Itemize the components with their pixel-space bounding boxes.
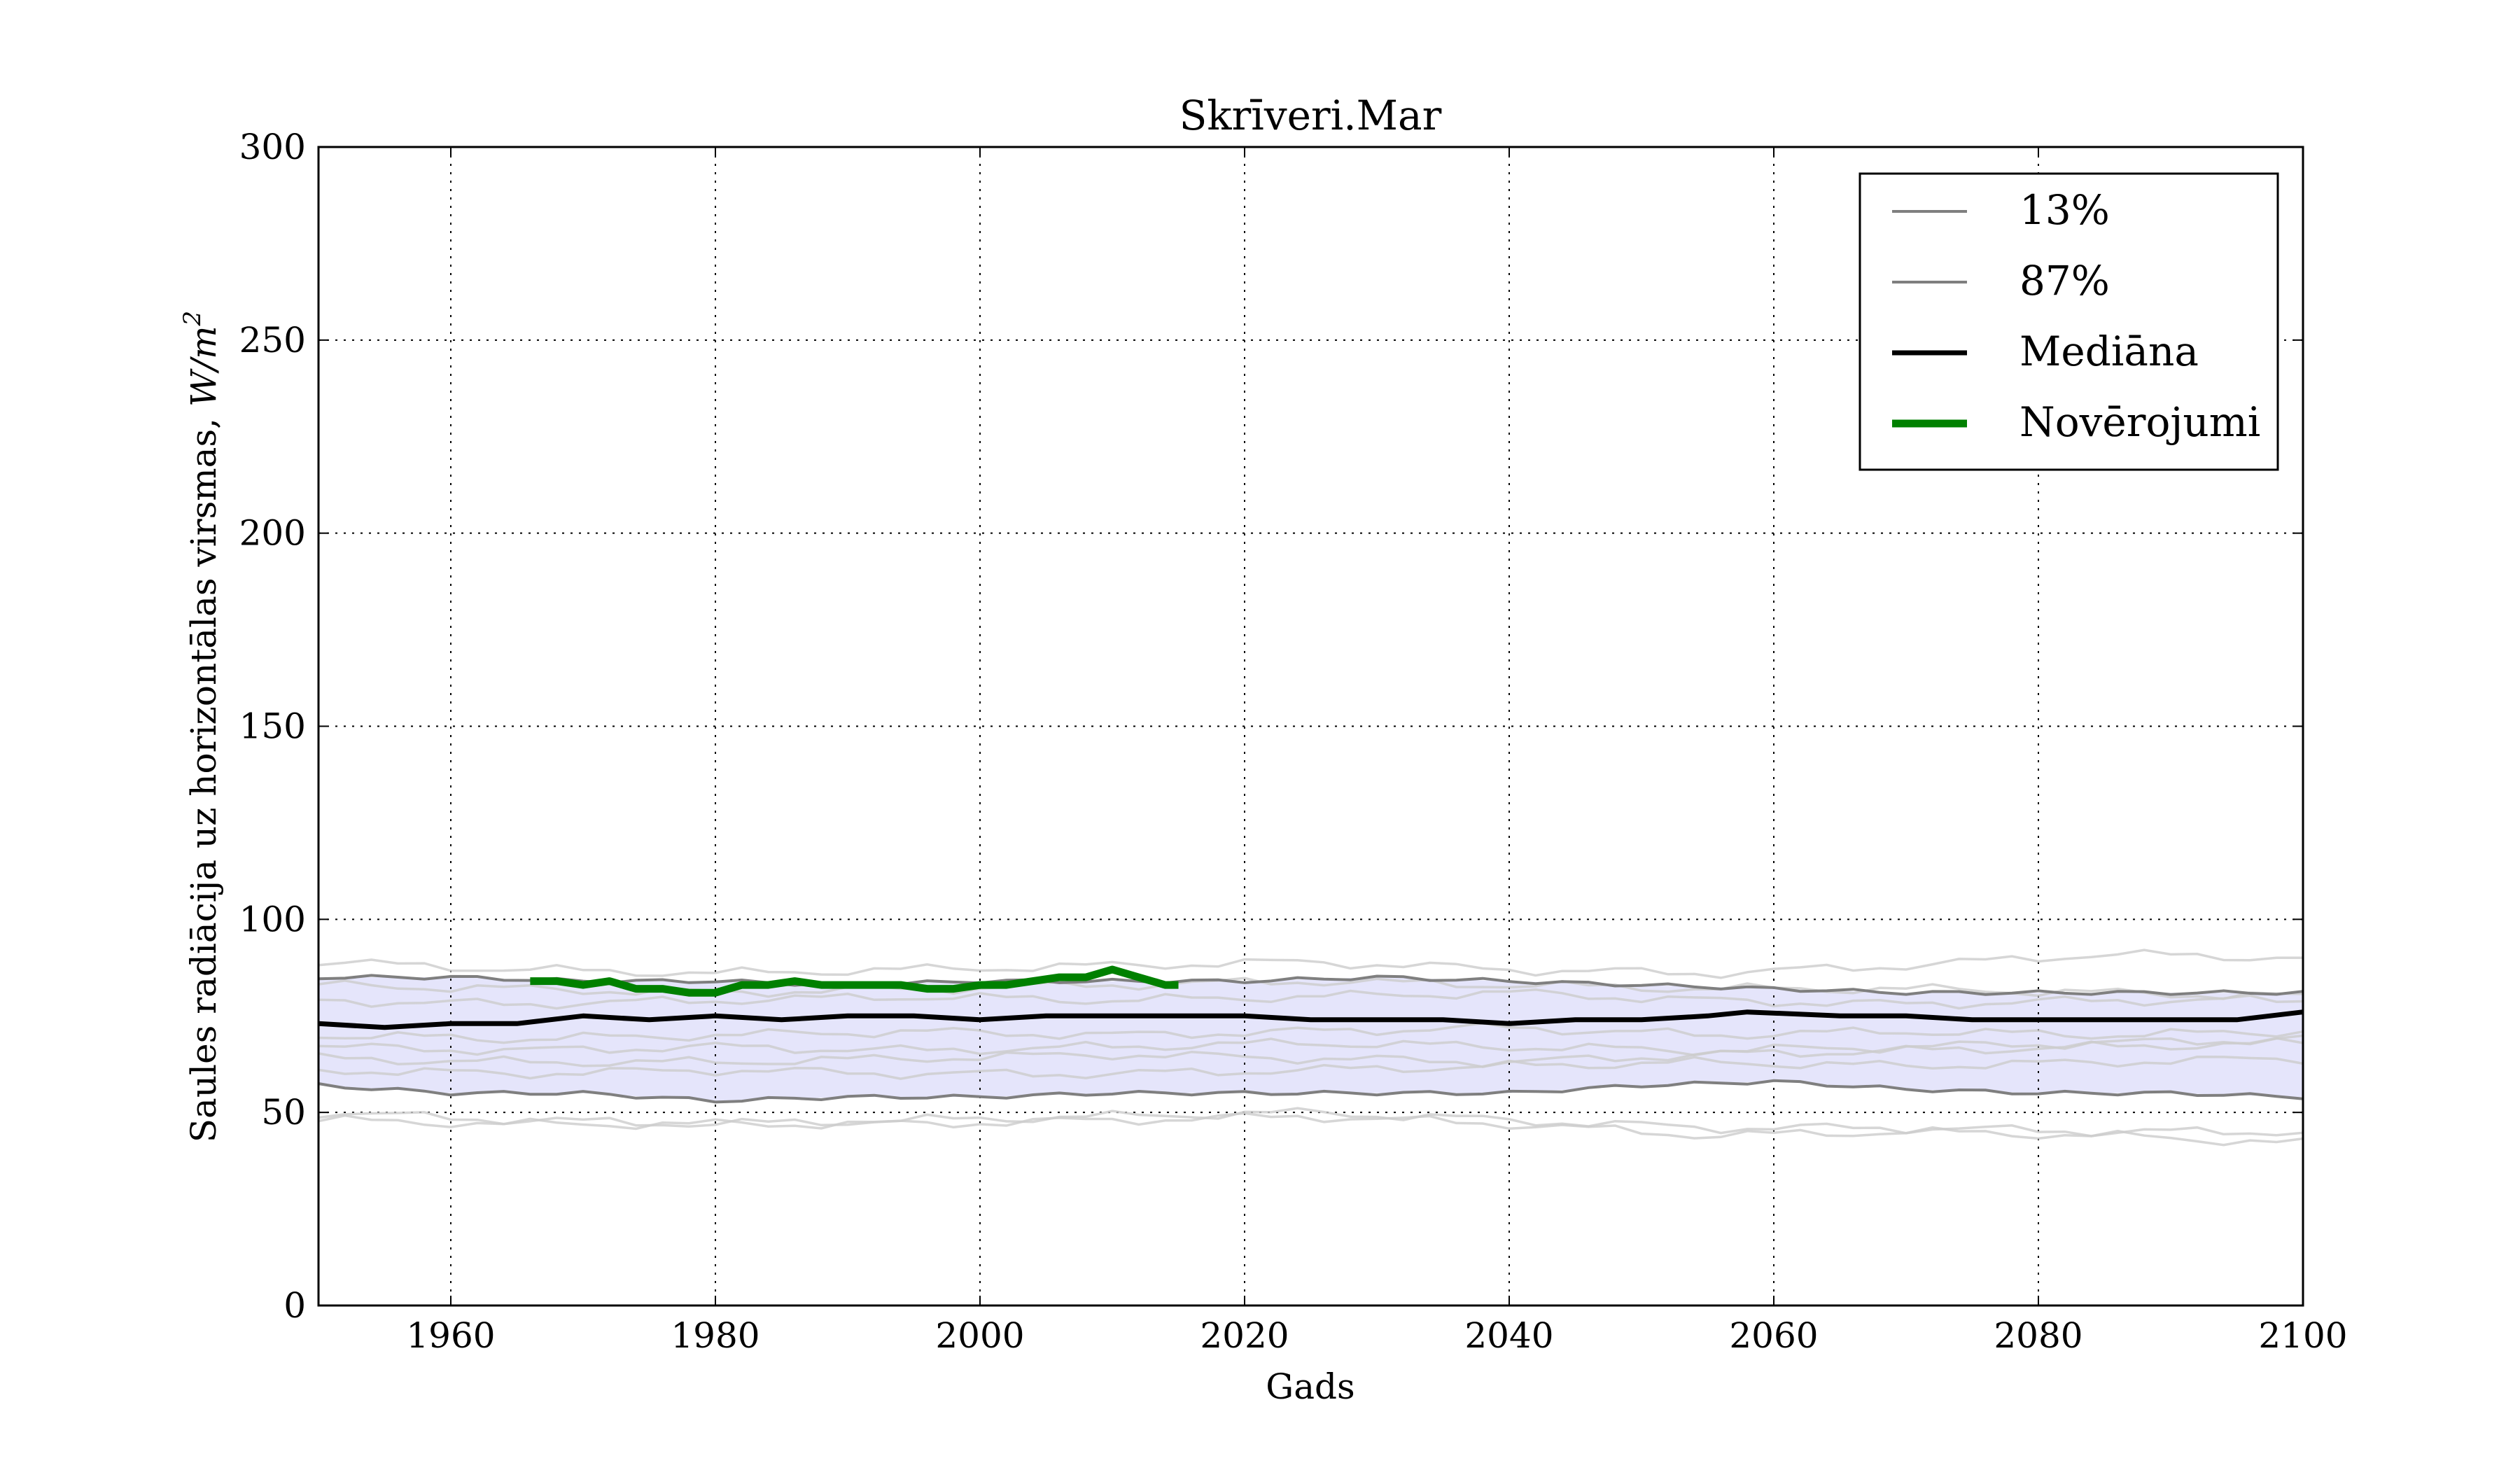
x-tick-label: 1980 (671, 1315, 760, 1356)
x-tick-label: 2020 (1200, 1315, 1289, 1356)
x-tick-label: 2000 (935, 1315, 1024, 1356)
ensemble-member-line (318, 1037, 2304, 1068)
ensemble-member-line (318, 1022, 2304, 1044)
y-tick-label: 300 (239, 127, 306, 167)
series-line-median (318, 1009, 2304, 1030)
series-layer (318, 965, 2304, 1104)
percentile-band-layer (318, 977, 2303, 1101)
legend: 13% 87% Mediāna Novērojumi (1858, 172, 2279, 471)
y-axis-label-superscript: 2 (178, 311, 206, 327)
y-tick-label: 250 (239, 320, 306, 360)
chart-title: Skrīveri.Mar (1180, 92, 1442, 139)
ensemble-member-line (318, 1112, 2304, 1147)
y-tick-label: 50 (261, 1092, 306, 1133)
legend-label-median: Mediāna (2019, 328, 2199, 375)
x-tick-label: 2080 (1994, 1315, 2082, 1356)
y-axis-label-text: Saules radiācija uz horizontālas virsmas… (183, 407, 224, 1142)
ensemble-member-line (318, 948, 2303, 979)
tick-layer: 1960 1980 2000 2020 2040 2060 2080 2100 0 50 100 15… (239, 127, 2348, 1356)
ensemble-member-line (318, 988, 2304, 1010)
ensemble-member-line (318, 1034, 2304, 1057)
series-line-observations (530, 965, 1179, 997)
ensemble-member-line (318, 1056, 2304, 1080)
percentile-band (318, 977, 2303, 1101)
legend-label-observations: Novērojumi (2019, 398, 2260, 446)
x-tick-label: 2060 (1729, 1315, 1818, 1356)
legend-label-87: 87% (2019, 257, 2110, 304)
y-axis-label: Saules radiācija uz horizontālas virsmas… (178, 311, 224, 1142)
legend-label-13: 13% (2019, 186, 2110, 234)
y-axis-label-unit: W/m (183, 326, 224, 407)
y-tick-label: 150 (239, 706, 306, 747)
series-line-13 (318, 1079, 2304, 1104)
y-tick-label: 100 (239, 899, 306, 939)
x-axis-label: Gads (1266, 1366, 1354, 1407)
y-tick-label: 0 (284, 1285, 306, 1326)
x-tick-label: 1960 (406, 1315, 495, 1356)
x-tick-label: 2040 (1464, 1315, 1553, 1356)
y-tick-label: 200 (239, 513, 306, 554)
x-tick-label: 2100 (2258, 1315, 2347, 1356)
series-line-87 (318, 974, 2304, 996)
